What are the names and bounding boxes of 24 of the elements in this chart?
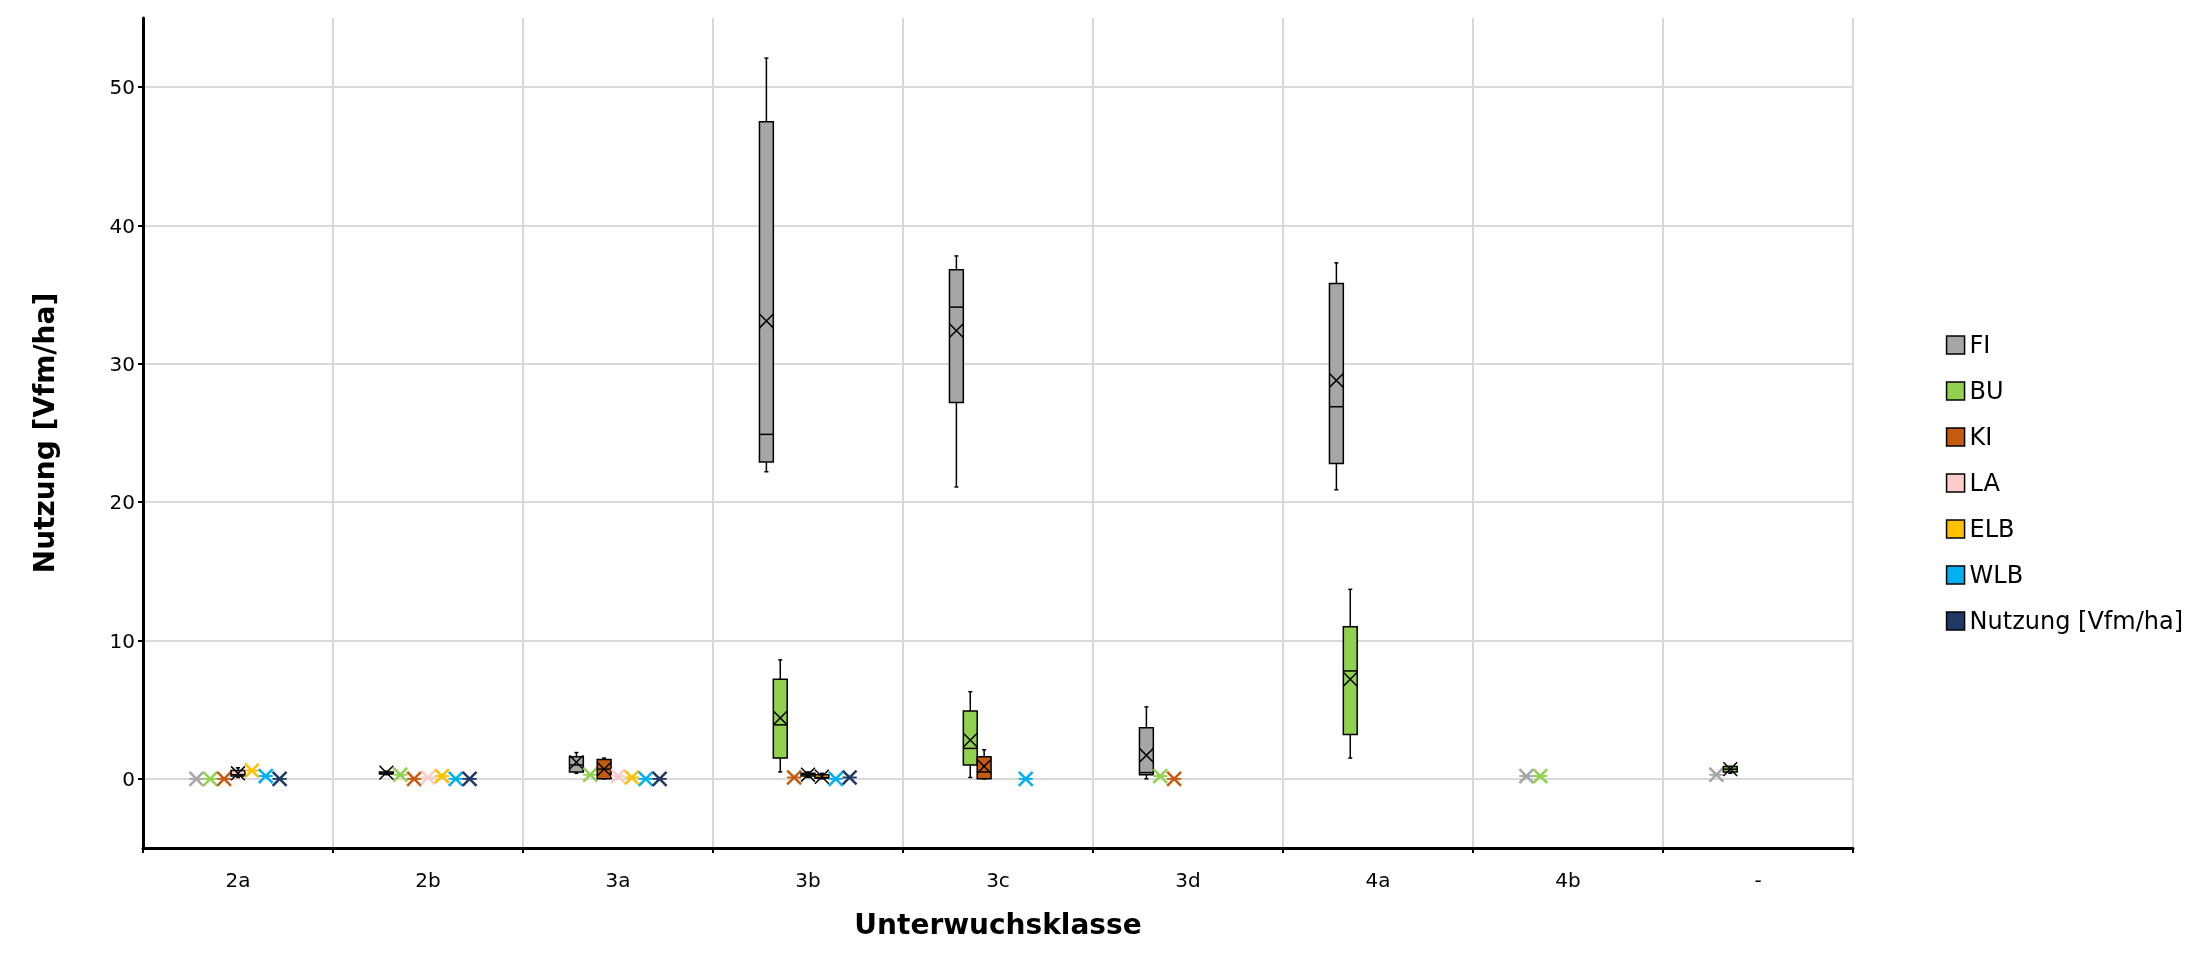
x-tick-label: 4a: [1365, 868, 1391, 892]
x-tick-label: 2a: [225, 868, 251, 892]
legend-label: LA: [1969, 469, 2001, 497]
x-tick-label: 3d: [1175, 868, 1201, 892]
x-tick-label: -: [1754, 868, 1762, 892]
y-tick-label: 0: [122, 766, 135, 791]
y-tick-label: 50: [109, 75, 135, 100]
legend-label: WLB: [1969, 561, 2024, 589]
y-tick-label: 20: [109, 490, 135, 515]
legend-label: BU: [1969, 377, 2004, 405]
x-tick-label: 3a: [605, 868, 631, 892]
legend-label: FI: [1969, 331, 1991, 359]
y-tick-label: 10: [109, 628, 135, 653]
legend-label: Nutzung [Vfm/ha]: [1969, 607, 2183, 635]
y-tick-label: 40: [109, 213, 135, 238]
x-tick-label: 2b: [415, 868, 441, 892]
x-tick-label: 3b: [795, 868, 821, 892]
x-tick-label: 4b: [1555, 868, 1581, 892]
x-axis-title: Unterwuchsklasse: [854, 907, 1142, 941]
legend-label: KI: [1969, 423, 1993, 451]
y-axis-title: Nutzung [Vfm/ha]: [27, 292, 61, 574]
legend-label: ELB: [1969, 515, 2015, 543]
x-tick-label: 3c: [986, 868, 1010, 892]
y-tick-label: 30: [109, 351, 135, 376]
